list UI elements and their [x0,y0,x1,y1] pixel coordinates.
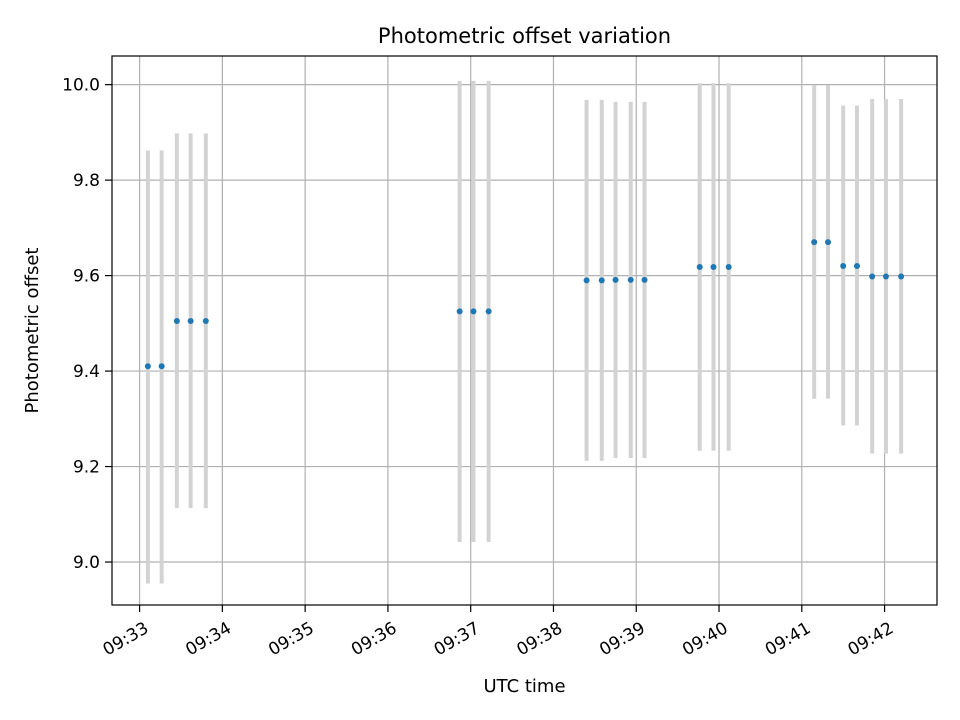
data-point [811,239,818,246]
data-point [882,273,889,280]
data-point [470,308,477,315]
data-point [485,308,492,315]
data-point [853,263,860,270]
y-tick-label: 10.0 [62,76,100,96]
data-point [173,317,180,324]
data-point [456,308,463,315]
data-point [144,363,151,370]
data-point [725,264,732,271]
plot-frame [111,55,938,606]
y-tick-label: 9.4 [73,362,100,382]
data-point [696,264,703,271]
y-tick-label: 9.0 [73,553,100,573]
data-points [144,239,905,370]
y-tick-label: 9.2 [73,458,100,478]
data-point [710,264,717,271]
data-point [641,276,648,283]
data-point [825,239,832,246]
data-point [598,277,605,284]
data-point [187,317,194,324]
data-point [202,317,209,324]
y-axis: 9.0 9.2 9.4 9.6 9.8 10.0 [62,76,112,573]
x-axis-label: UTC time [483,676,565,697]
chart-title: Photometric offset variation [378,24,671,48]
data-point [898,273,905,280]
data-point [627,276,634,283]
data-point [869,273,876,280]
y-tick-label: 9.8 [73,171,100,191]
y-tick-label: 9.6 [73,267,100,287]
y-axis-label: Photometric offset [22,248,43,414]
data-point [840,263,847,270]
data-point [583,277,590,284]
data-point [158,363,165,370]
data-point [612,276,619,283]
